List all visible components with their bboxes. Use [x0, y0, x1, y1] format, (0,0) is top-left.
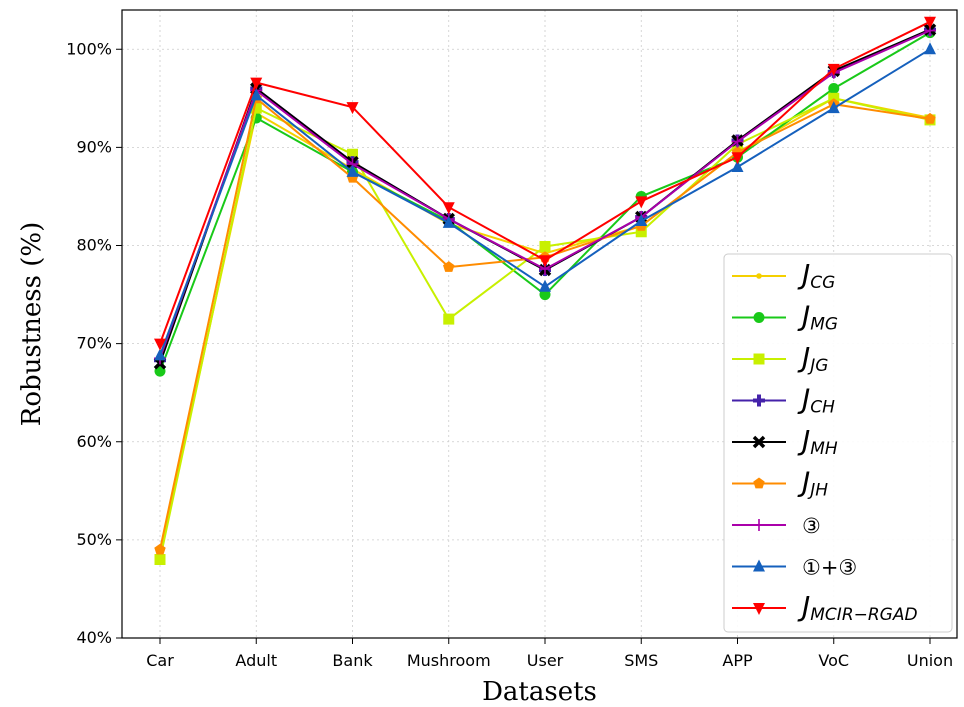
- x-tick-label: VoC: [818, 651, 849, 670]
- x-axis-title: Datasets: [482, 677, 597, 707]
- x-axis: Car Adult Bank Mushroom User SMS APP VoC Union: [146, 638, 953, 670]
- y-tick-label: 50%: [76, 530, 112, 549]
- data-point: [154, 348, 166, 361]
- legend-marker: [753, 312, 765, 323]
- series-8: [154, 16, 936, 351]
- data-point: [154, 543, 166, 555]
- data-point: [443, 261, 455, 272]
- data-point: [250, 77, 263, 90]
- y-tick-label: 70%: [76, 334, 112, 353]
- y-axis: 40% 50% 60% 70% 80% 90% 100%: [66, 39, 122, 647]
- data-point: [539, 240, 551, 252]
- data-point: [635, 213, 648, 226]
- y-tick-label: 90%: [76, 137, 112, 156]
- data-point: [731, 152, 744, 165]
- x-tick-label: Union: [907, 651, 953, 670]
- x-tick-label: SMS: [624, 651, 658, 670]
- legend-marker: [753, 603, 765, 615]
- legend-marker: [753, 519, 765, 531]
- data-point: [827, 101, 840, 114]
- y-axis-title: Robustness (%): [17, 222, 47, 426]
- series-group: [153, 16, 937, 565]
- y-tick-label: 80%: [76, 236, 112, 255]
- legend-box: [723, 253, 953, 633]
- data-point: [442, 215, 455, 228]
- data-point: [154, 554, 166, 565]
- legend-marker: [753, 394, 765, 407]
- data-point: [442, 202, 455, 215]
- data-point: [539, 289, 551, 301]
- data-point: [635, 196, 648, 209]
- data-point: [827, 63, 840, 76]
- legend-label: ①+③: [802, 556, 857, 580]
- data-point: [539, 279, 551, 292]
- legend-label: ③: [802, 514, 821, 538]
- data-point: [539, 255, 551, 268]
- x-tick-label: Adult: [235, 651, 277, 670]
- x-tick-label: Car: [146, 651, 174, 670]
- y-tick-label: 40%: [76, 628, 112, 647]
- data-point: [924, 112, 936, 124]
- legend-marker: [753, 559, 765, 572]
- legend-item: ①+③: [732, 556, 857, 580]
- legend-marker: [753, 353, 765, 365]
- x-tick-label: Bank: [332, 651, 373, 670]
- legend-marker: [753, 477, 765, 489]
- data-point: [731, 135, 744, 148]
- data-point: [731, 160, 744, 172]
- data-point: [346, 102, 359, 115]
- y-tick-label: 100%: [66, 39, 112, 58]
- y-tick-label: 60%: [76, 432, 112, 451]
- data-point: [250, 102, 262, 114]
- data-point: [924, 42, 936, 55]
- data-point: [347, 148, 358, 160]
- series-7: [154, 42, 936, 361]
- x-tick-label: APP: [722, 651, 753, 670]
- legend-marker: [756, 273, 762, 279]
- data-point: [828, 83, 840, 94]
- data-point: [443, 313, 455, 325]
- legend-item: ③: [732, 514, 821, 538]
- x-tick-label: Mushroom: [407, 651, 491, 670]
- data-point: [154, 338, 166, 351]
- data-point: [635, 226, 647, 238]
- legend-marker: [752, 435, 766, 449]
- plot-frame: [121, 9, 958, 639]
- data-point: [346, 164, 359, 177]
- data-point: [250, 88, 263, 101]
- data-point: [924, 16, 936, 29]
- x-tick-label: User: [527, 651, 564, 670]
